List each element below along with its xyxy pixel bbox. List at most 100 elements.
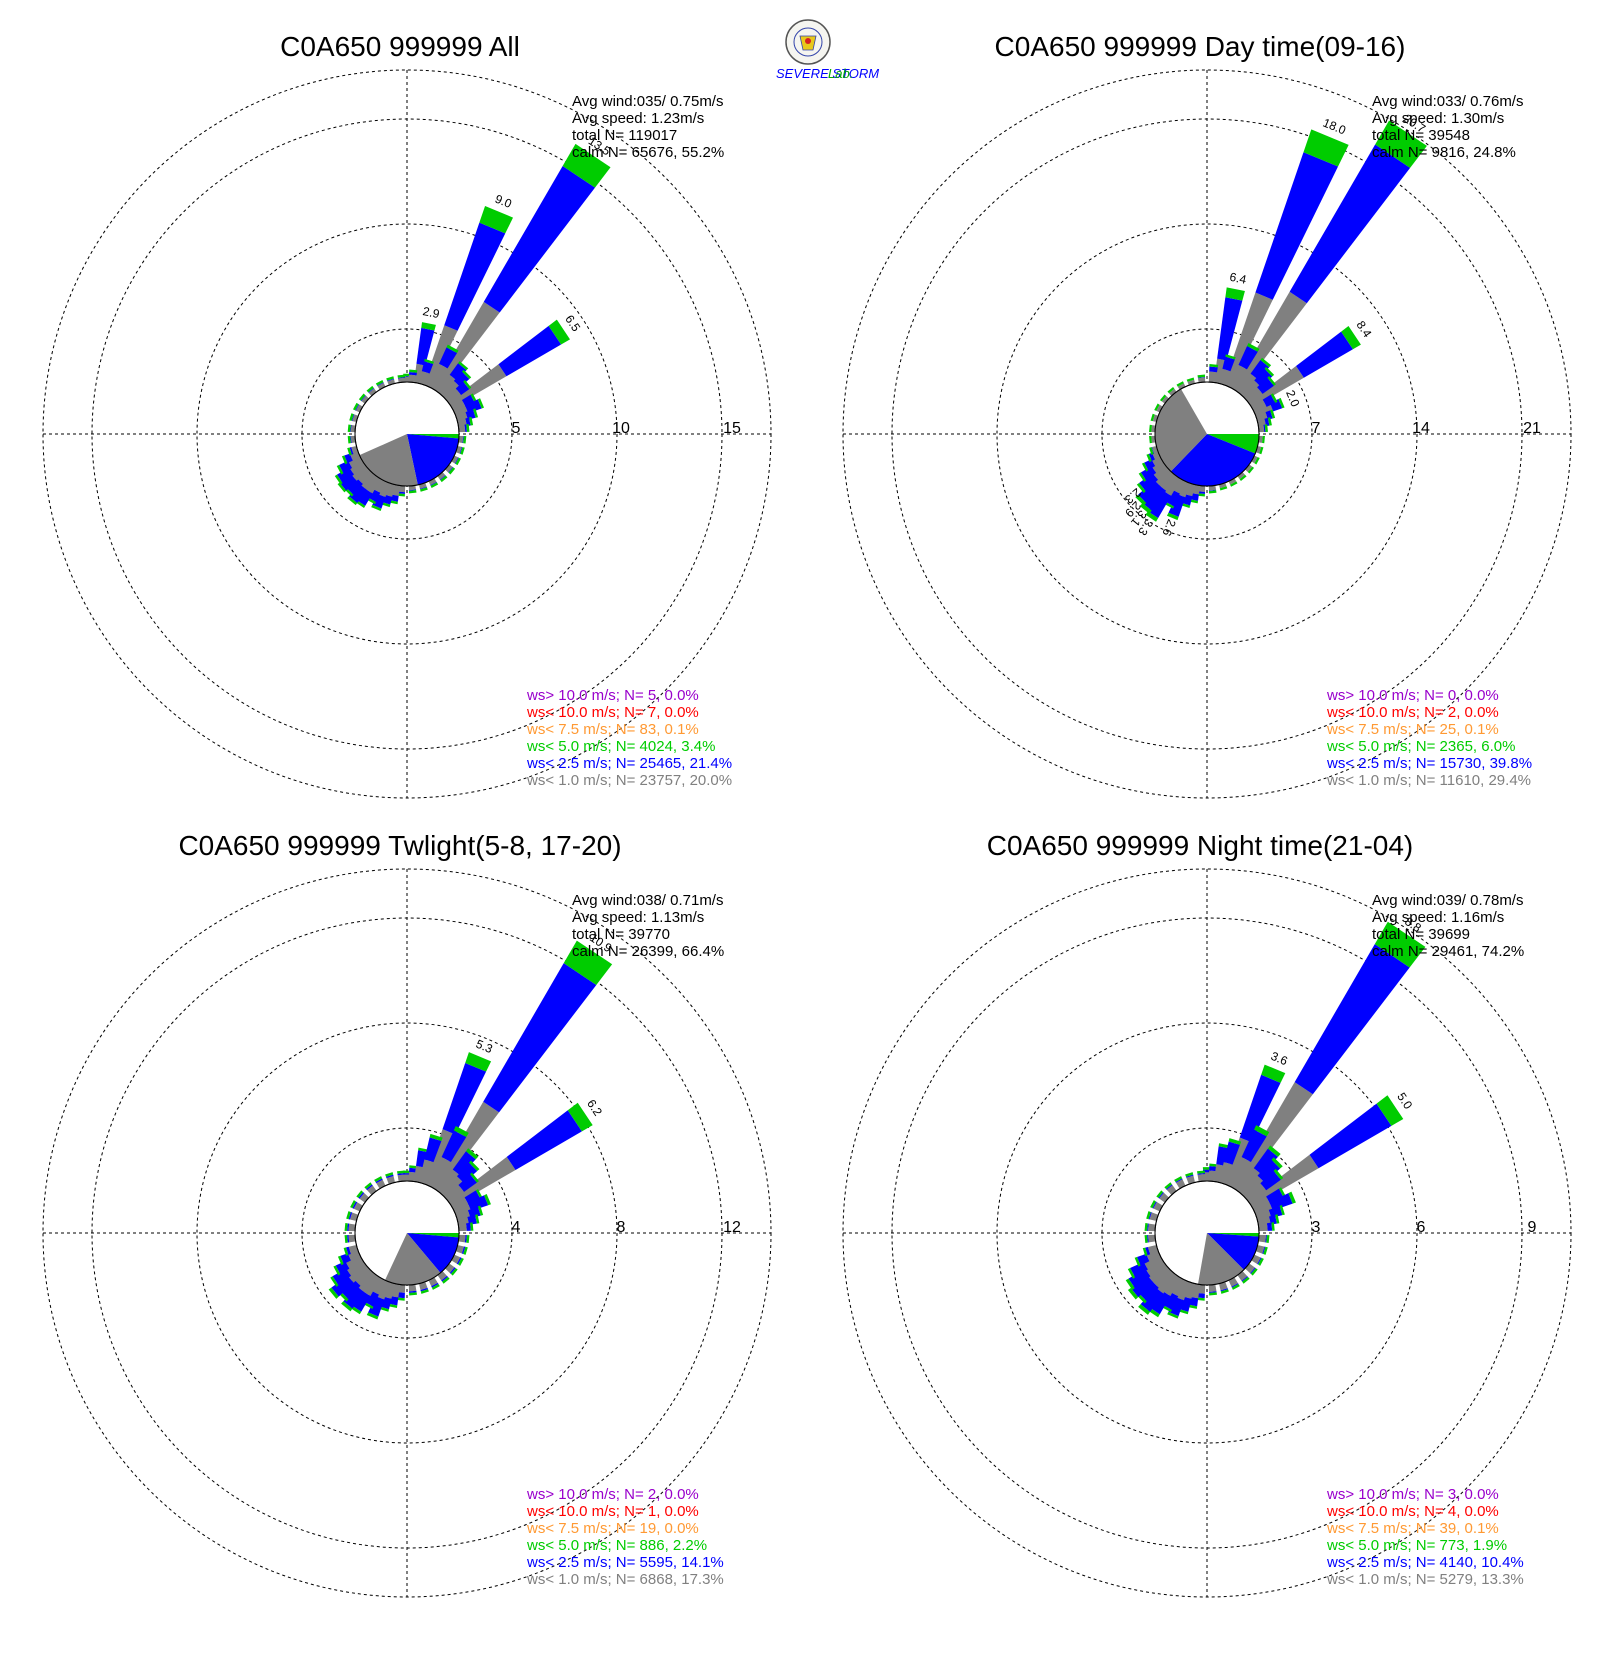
- petal-segment-lt5: [1164, 1182, 1172, 1190]
- petal-segment-lt25: [1216, 1146, 1230, 1166]
- petal-dir-354.4: [1197, 374, 1206, 383]
- petal-segment-lt1: [1218, 368, 1231, 386]
- petal-segment-lt1: [360, 472, 377, 490]
- petal-segment-lt1: [1228, 478, 1237, 485]
- petal-dir-320.6: [366, 385, 377, 396]
- petal-dir-118.1: [451, 455, 462, 466]
- petal-segment-lt25: [1197, 491, 1205, 494]
- petal-segment-lt25: [358, 1192, 365, 1199]
- petal-segment-lt25: [449, 1267, 456, 1274]
- petal-segment-lt5: [356, 1190, 364, 1198]
- grid-ring-2: [196, 1022, 618, 1444]
- petal-segment-lt25: [409, 371, 417, 376]
- petal-segment-lt5: [1260, 357, 1272, 368]
- petal-segment-lt25: [1239, 1074, 1281, 1143]
- petal-segment-lt25: [1262, 394, 1276, 407]
- petal-segment-lt1: [1223, 292, 1273, 388]
- petal-dir-106.9: [1255, 1244, 1268, 1255]
- petal-segment-lt1: [448, 1156, 516, 1207]
- petal-segment-lt25: [1138, 1281, 1159, 1302]
- petal-dir-320.6: [1167, 386, 1177, 396]
- petal-segment-lt5: [328, 1287, 339, 1299]
- petal-segment-lt1: [354, 1267, 373, 1286]
- petal-segment-lt25: [439, 475, 446, 481]
- petal-segment-lt5: [1271, 1222, 1275, 1231]
- petal-segment-lt1: [1152, 464, 1169, 480]
- petal-segment-lt1: [445, 1185, 465, 1203]
- petal-segment-lt5: [484, 1193, 491, 1206]
- petal-segment-lt25: [459, 446, 463, 454]
- petal-segment-lt5: [1197, 493, 1205, 497]
- petal-dir-39.4: [1237, 357, 1272, 396]
- windrose-panel-4: C0A650 999999 Night time(21-04) 3 6 9 3.68.8…: [842, 830, 1572, 1598]
- petal-segment-lt25: [377, 382, 384, 387]
- petal-segment-lt5: [1174, 1176, 1183, 1182]
- ring-label: 8: [617, 1219, 626, 1236]
- petal-dir-45: [1241, 1157, 1283, 1199]
- petal-segment-lt25: [483, 963, 597, 1113]
- petal-segment-lt5: [460, 447, 465, 455]
- petal-segment-lt1: [1151, 425, 1156, 433]
- petal-segment-lt5: [1141, 462, 1149, 472]
- petal-segment-lt1: [445, 388, 462, 404]
- petal-segment-lt1: [1251, 455, 1258, 464]
- petal-segment-lt25: [1145, 1246, 1151, 1256]
- petal-segment-lt1: [451, 1197, 469, 1212]
- petal-segment-lt1: [413, 1165, 425, 1183]
- petal-dir-202.5: [366, 1279, 391, 1320]
- petal-dir-5.6: [408, 369, 418, 383]
- windrose-panel-3: C0A650 999999 Twlight(5-8, 17-20) 4 8 12 5.3…: [42, 830, 772, 1598]
- petal-dir-22.5: 18.0: [1223, 116, 1349, 388]
- petal-segment-lt25: [1175, 1178, 1183, 1183]
- petal-segment-lt5: [344, 1223, 348, 1231]
- petal-dir-39.4: [437, 361, 469, 396]
- petal-segment-lt25: [1255, 152, 1339, 300]
- ring-label: 15: [723, 420, 741, 437]
- petal-segment-lt25: [387, 378, 395, 382]
- petal-segment-lt25: [1138, 480, 1161, 503]
- petal-segment-lt25: [424, 1137, 442, 1163]
- petal-dir-354.4: [1197, 1170, 1206, 1182]
- petal-segment-lt1: [377, 382, 386, 390]
- petal-segment-lt25: [416, 327, 435, 366]
- petal-segment-lt5: [1167, 386, 1175, 394]
- petal-dir-28.1: [428, 344, 459, 390]
- petal-segment-lt5: [1146, 1211, 1151, 1220]
- petal-segment-lt25: [409, 1290, 417, 1293]
- petal-dir-202.5: [1167, 1279, 1191, 1319]
- petal-segment-lt5: [374, 1176, 383, 1182]
- petal-segment-lt1: [1151, 435, 1156, 443]
- calm-pie-slice-2: [407, 434, 459, 485]
- petal-segment-lt25: [1266, 1222, 1273, 1231]
- petal-segment-lt1: [1237, 1168, 1262, 1195]
- petal-segment-lt5: [1166, 512, 1179, 521]
- petal-dir-264.4: [1144, 1234, 1156, 1243]
- petal-segment-lt25: [348, 484, 367, 503]
- petal-segment-lt25: [339, 460, 353, 474]
- petal-dir-286.9: [1146, 1211, 1159, 1222]
- petal-segment-lt25: [1128, 1268, 1151, 1289]
- petal-segment-lt5: [420, 487, 428, 492]
- petal-segment-lt25: [1294, 944, 1410, 1095]
- petal-segment-lt5: [479, 205, 514, 234]
- petal-value-label: 6.2: [584, 1097, 605, 1119]
- petal-segment-lt5: [333, 1265, 341, 1276]
- petal-segment-lt1: [1228, 364, 1247, 390]
- petal-segment-lt5: [448, 467, 456, 475]
- petal-segment-lt25: [355, 404, 360, 411]
- petal-segment-lt1: [386, 1176, 396, 1185]
- petal-segment-lt25: [465, 399, 482, 414]
- petal-segment-lt5: [1167, 1311, 1179, 1319]
- petal-segment-lt1: [356, 468, 373, 485]
- petal-segment-lt5: [341, 1301, 353, 1312]
- legend-entry-1: ws> 10.0 m/s; N= 3, 0.0%: [1326, 1486, 1499, 1503]
- petal-dir-298.1: [352, 402, 363, 413]
- petal-dir-5.6: [1208, 364, 1219, 383]
- petal-dir-236.25: [330, 1259, 366, 1287]
- petal-segment-lt5: [470, 1172, 479, 1183]
- petal-dir-275.6: [1144, 1223, 1156, 1232]
- logo-lab-text: Lab.: [828, 66, 853, 81]
- petal-dir-95.6: [458, 435, 467, 444]
- petal-segment-lt1: [1245, 1183, 1267, 1203]
